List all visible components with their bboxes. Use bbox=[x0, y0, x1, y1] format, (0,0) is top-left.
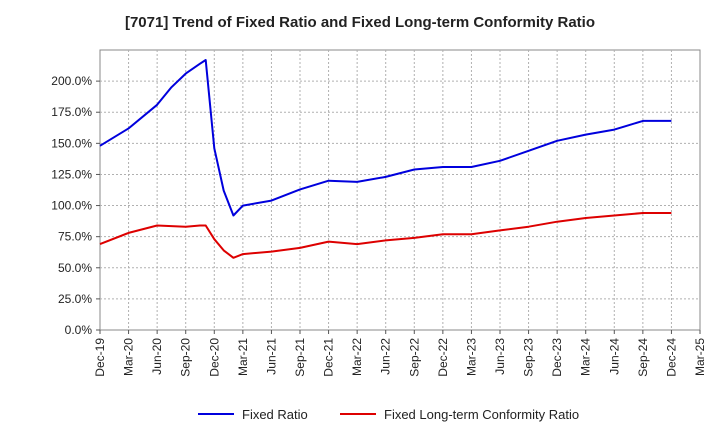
x-tick-label: Sep-22 bbox=[407, 338, 421, 377]
legend-label: Fixed Long-term Conformity Ratio bbox=[384, 407, 579, 422]
x-tick-label: Dec-19 bbox=[93, 338, 107, 377]
x-tick-label: Jun-23 bbox=[493, 338, 507, 375]
x-tick-label: Sep-21 bbox=[293, 338, 307, 377]
x-tick-label: Mar-23 bbox=[464, 338, 478, 376]
x-tick-label: Jun-24 bbox=[607, 338, 621, 375]
x-tick-label: Jun-22 bbox=[379, 338, 393, 375]
y-tick-label: 125.0% bbox=[51, 167, 92, 181]
x-tick-label: Sep-23 bbox=[522, 338, 536, 377]
y-tick-label: 50.0% bbox=[58, 261, 92, 275]
plot-area-frame bbox=[99, 49, 701, 331]
x-tick-label: Dec-22 bbox=[436, 338, 450, 377]
x-tick-label: Mar-25 bbox=[693, 338, 707, 376]
y-tick-label: 100.0% bbox=[51, 199, 92, 213]
x-tick-label: Mar-24 bbox=[579, 338, 593, 376]
series-line-fixed-long-term-conformity-ratio bbox=[99, 212, 672, 259]
x-tick-label: Jun-20 bbox=[150, 338, 164, 375]
x-tick-label: Mar-21 bbox=[236, 338, 250, 376]
y-tick-label: 150.0% bbox=[51, 136, 92, 150]
x-tick-label: Sep-20 bbox=[179, 338, 193, 377]
x-tick-label: Sep-24 bbox=[636, 338, 650, 377]
x-tick-label: Dec-23 bbox=[550, 338, 564, 377]
y-tick-label: 25.0% bbox=[58, 292, 92, 306]
legend-label: Fixed Ratio bbox=[242, 407, 308, 422]
y-tick-label: 75.0% bbox=[58, 230, 92, 244]
x-tick-label: Dec-24 bbox=[664, 338, 678, 377]
y-tick-label: 200.0% bbox=[51, 74, 92, 88]
y-tick-label: 175.0% bbox=[51, 105, 92, 119]
x-tick-label: Mar-20 bbox=[122, 338, 136, 376]
x-tick-label: Jun-21 bbox=[264, 338, 278, 375]
y-tick-label: 0.0% bbox=[65, 323, 93, 337]
chart-title: [7071] Trend of Fixed Ratio and Fixed Lo… bbox=[124, 14, 596, 31]
series-line-fixed-ratio bbox=[99, 59, 672, 217]
x-tick-label: Mar-22 bbox=[350, 338, 364, 376]
x-tick-label: Dec-21 bbox=[322, 338, 336, 377]
x-tick-label: Dec-20 bbox=[207, 338, 221, 377]
